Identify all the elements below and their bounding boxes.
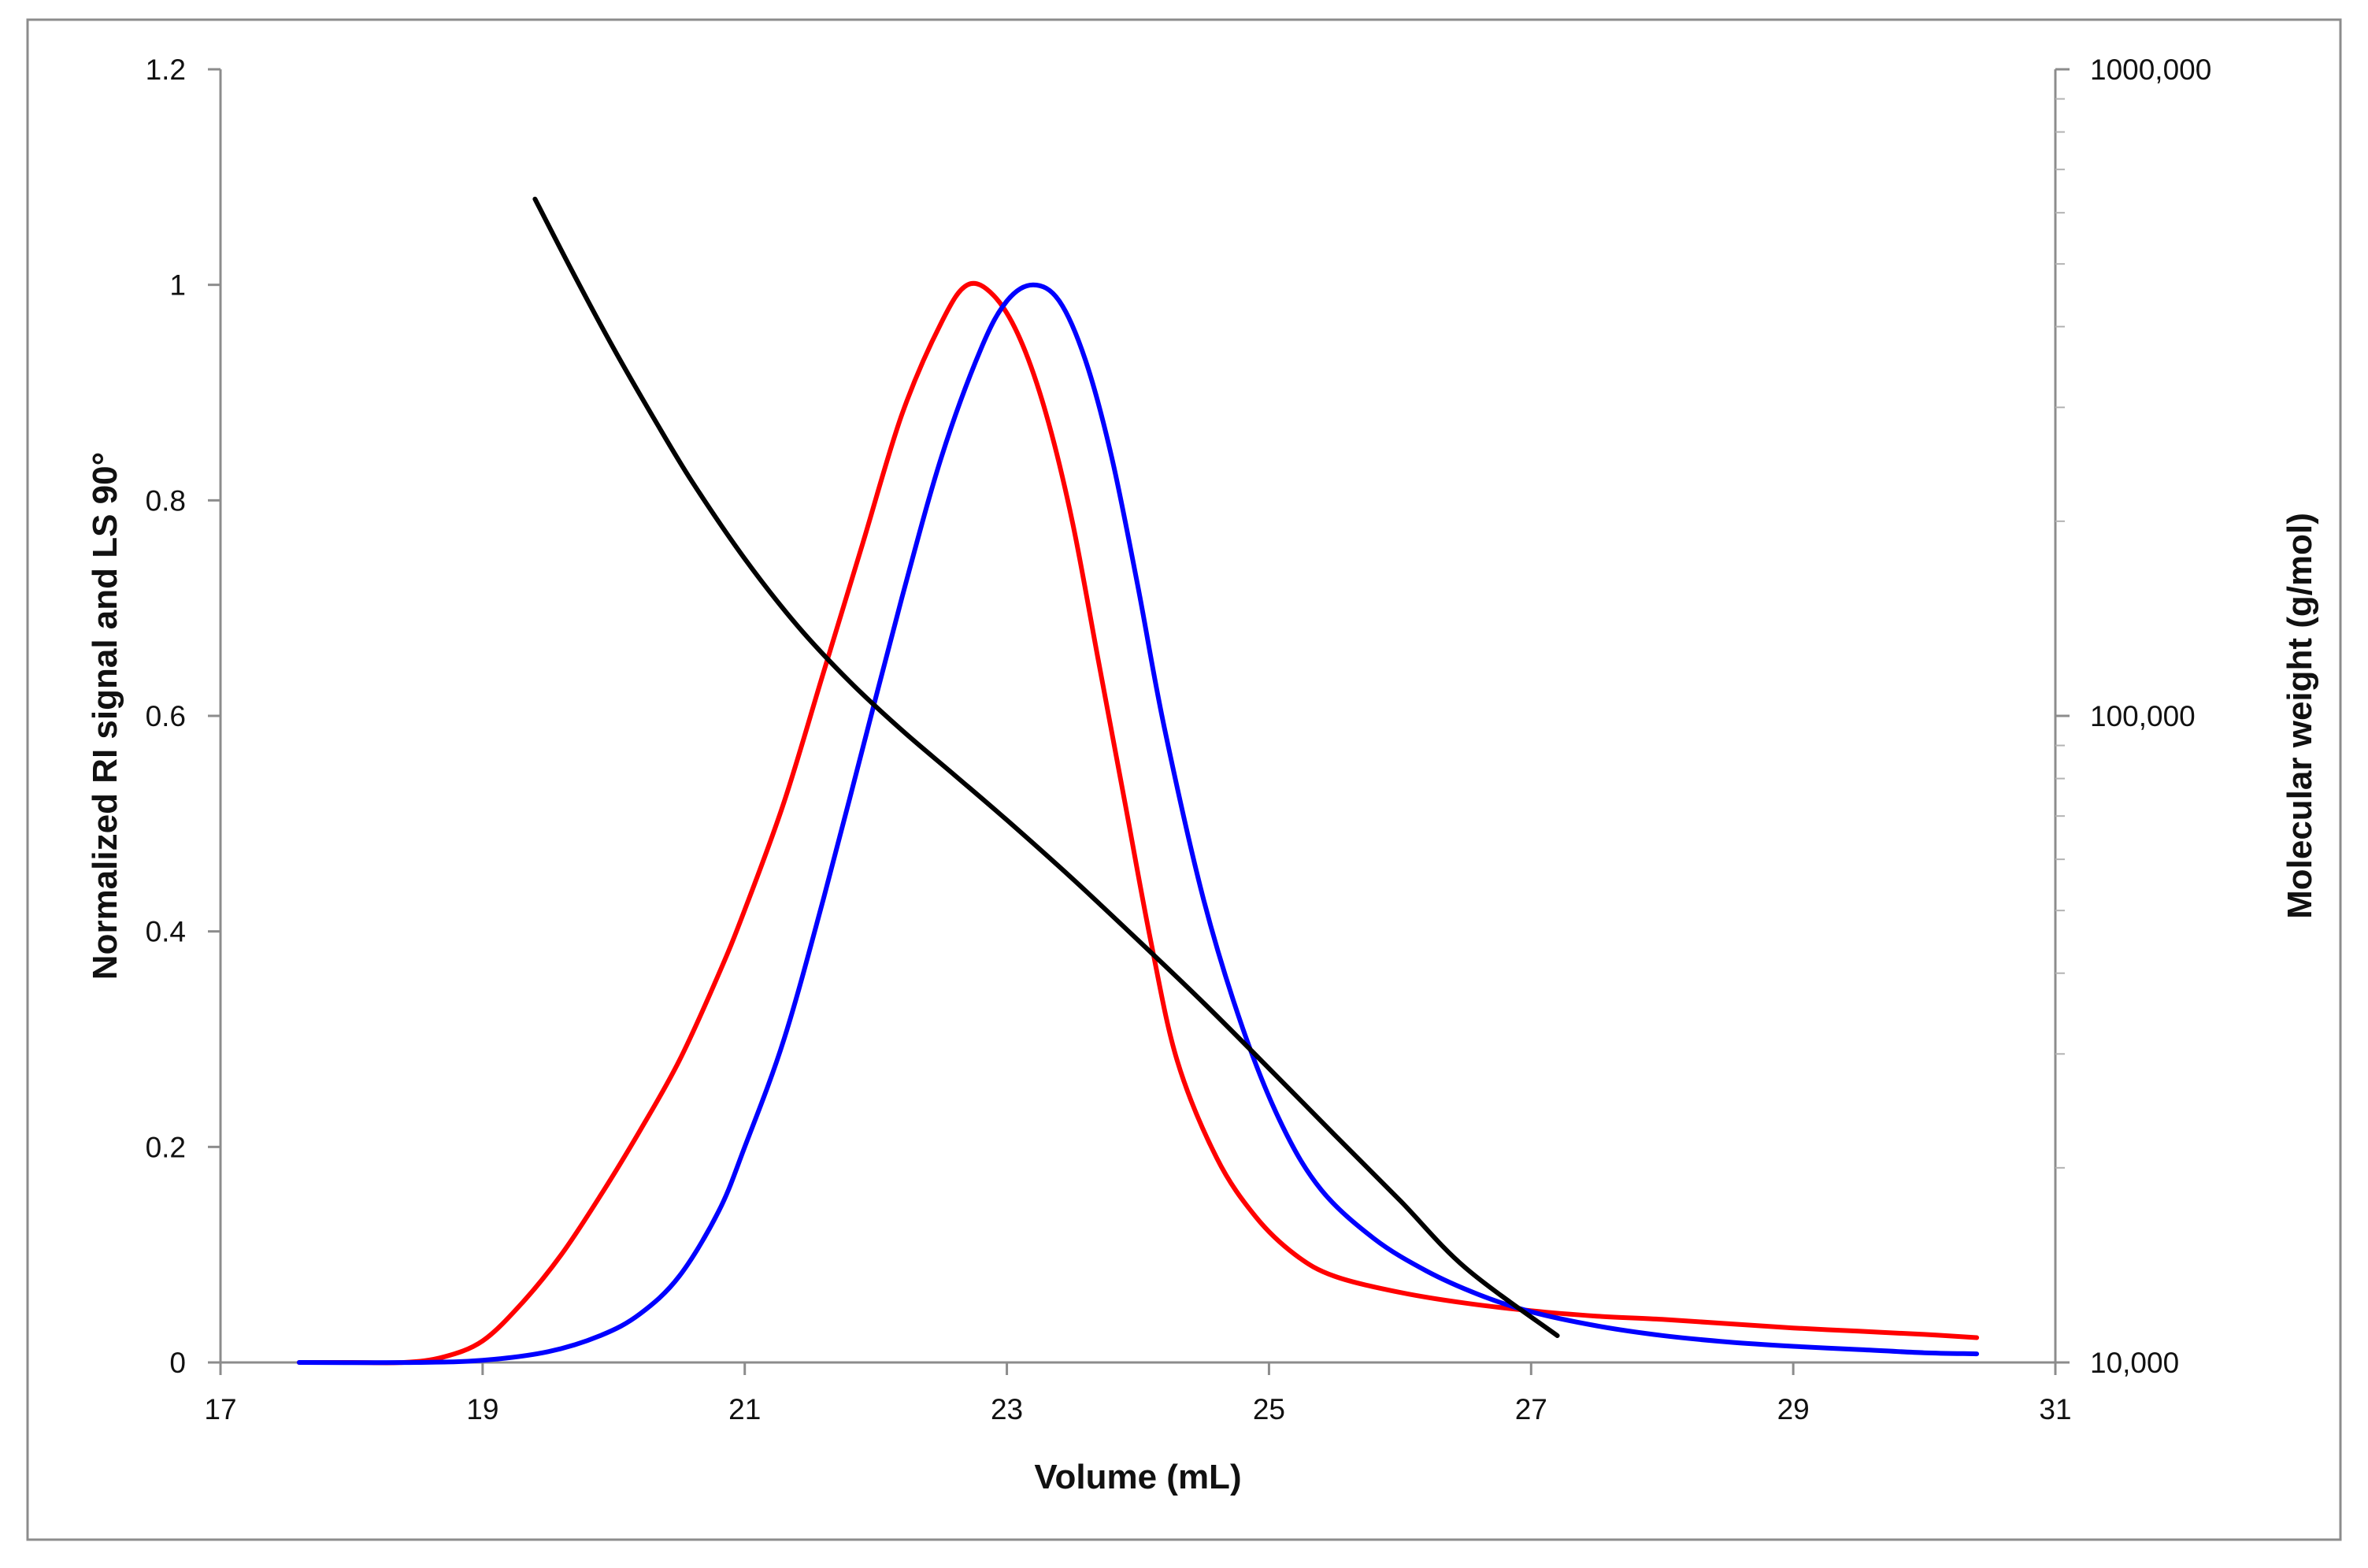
x-axis-title: Volume (mL)	[1034, 1458, 1241, 1496]
y2-tick-label: 100,000	[2090, 700, 2196, 732]
x-tick-label: 19	[466, 1393, 498, 1425]
data-series	[296, 196, 1980, 1366]
tick-labels: 17 19 21 23 25 27 29 31 0 0.2 0.4 0.6 0.8 1 1.2 10,000 1…	[146, 54, 2212, 1425]
x-tick-label: 29	[1777, 1393, 1810, 1425]
x-tick-label: 17	[204, 1393, 236, 1425]
y2-tick-label: 1000,000	[2090, 54, 2211, 86]
x-tick-label: 25	[1253, 1393, 1285, 1425]
y2-axis-title: Molecular weight (g/mol)	[2281, 513, 2319, 919]
x-tick-label: 23	[991, 1393, 1023, 1425]
y-tick-label: 1	[169, 269, 186, 302]
x-tick-label: 31	[2039, 1393, 2071, 1425]
x-tick-label: 21	[728, 1393, 761, 1425]
chart-frame	[26, 18, 2342, 1541]
y-tick-label: 0.8	[146, 484, 186, 517]
y-tick-label: 0	[169, 1347, 186, 1379]
axis-ticks	[208, 68, 2070, 1375]
series-blue-line	[296, 282, 1980, 1366]
y-tick-label: 0.6	[146, 700, 186, 732]
y-tick-label: 0.4	[146, 916, 186, 948]
series-red-line	[296, 280, 1980, 1366]
y-axis-title: Normalized RI signal and LS 90°	[86, 452, 124, 980]
y2-tick-label: 10,000	[2090, 1347, 2179, 1379]
y-tick-label: 0.2	[146, 1131, 186, 1163]
series-black-line	[532, 196, 1560, 1338]
x-tick-label: 27	[1515, 1393, 1547, 1425]
y-tick-label: 1.2	[146, 54, 186, 86]
